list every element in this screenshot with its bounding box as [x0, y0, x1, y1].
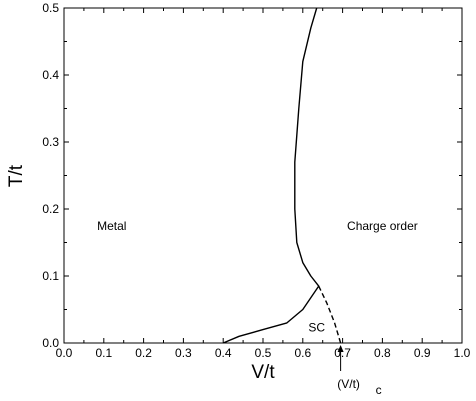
x-axis-title: V/t [251, 362, 275, 383]
y-tick-label: 0.0 [42, 336, 59, 350]
x-tick-label: 0.8 [374, 346, 391, 360]
sc-region-label: SC [308, 321, 325, 335]
y-tick-label: 0.3 [42, 135, 59, 149]
x-tick-label: 1.0 [454, 346, 471, 360]
critical-label-subscript: c [376, 383, 382, 397]
critical-point-marker: (V/t) c [337, 345, 382, 397]
x-tick-label: 0.9 [414, 346, 431, 360]
y-tick-label: 0.4 [42, 68, 59, 82]
x-tick-label: 0.7 [334, 346, 351, 360]
x-tick-label: 0.5 [255, 346, 272, 360]
x-tick-label: 0.3 [175, 346, 192, 360]
plot-frame [63, 7, 463, 344]
critical-label: (V/t) [337, 377, 360, 391]
x-tick-label: 0.4 [215, 346, 232, 360]
y-tick-label: 0.1 [42, 269, 59, 283]
x-tick-label: 0.0 [56, 346, 73, 360]
x-axis-ticks: 0.0 0.1 0.2 0.3 0.4 0.5 0.6 0.7 0.8 0.9 1.0 [56, 8, 471, 360]
x-tick-label: 0.2 [135, 346, 152, 360]
charge-order-boundary-line [222, 7, 320, 344]
charge-order-region-label: Charge order [347, 219, 418, 233]
metal-region-label: Metal [97, 219, 126, 233]
y-axis-ticks: 0.0 0.1 0.2 0.3 0.4 0.5 [42, 1, 462, 350]
series-layer [222, 7, 342, 344]
y-axis-title: T/t [6, 164, 27, 187]
annotation-layer: Metal Charge order SC [97, 219, 418, 335]
y-tick-label: 0.2 [42, 202, 59, 216]
critical-arrow-head [337, 345, 344, 352]
sc-boundary-dashed-line [318, 285, 342, 344]
x-tick-label: 0.1 [95, 346, 112, 360]
y-tick-label: 0.5 [42, 1, 59, 15]
x-tick-label: 0.6 [294, 346, 311, 360]
